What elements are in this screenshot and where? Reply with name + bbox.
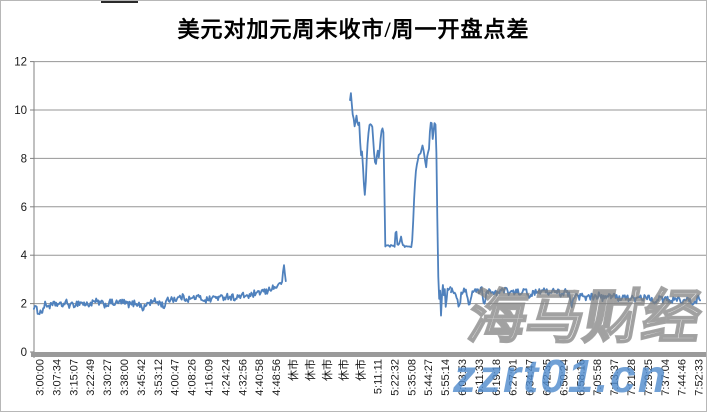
x-axis-bar [31,352,706,357]
x-axis-label: 4:32:56 [237,359,249,396]
x-axis-label: 5:22:32 [389,359,401,396]
x-axis-label: 6:27:01 [508,359,520,396]
x-axis-label: 5:11:11 [373,359,385,394]
x-axis-label: 3:30:27 [102,359,114,396]
y-axis-label: 8 [21,153,27,165]
top-border-segment [101,1,138,3]
x-axis-label: 7:13:37 [609,359,621,396]
x-axis-label: 6:11:33 [474,359,486,395]
x-axis-label: 4:24:24 [220,359,232,396]
y-axis-label: 4 [21,250,28,262]
x-axis-label: 休市 [320,359,334,381]
spread-line-series [349,92,452,317]
x-axis-label: 3:22:49 [85,359,97,396]
y-axis-label: 0 [21,347,27,359]
x-axis-label: 6:50:24 [558,359,570,396]
x-axis-label: 3:53:12 [153,359,165,396]
x-axis-label: 7:52:33 [694,359,706,396]
x-axis-label: 3:38:00 [119,359,131,396]
x-axis-label: 休市 [337,359,351,381]
x-axis-label: 4:40:58 [254,359,266,396]
x-axis-label: 7:44:46 [677,359,689,396]
y-axis-label: 12 [14,57,27,69]
x-axis-label: 7:05:58 [592,359,604,396]
x-axis-label: 7:37:04 [660,359,672,396]
x-axis-label: 4:08:26 [187,359,199,396]
x-axis-label: 6:42:35 [542,359,554,396]
y-axis-label: 6 [21,202,27,214]
x-axis-label: 6:34:47 [525,359,537,396]
x-axis-label: 3:45:42 [136,359,148,396]
x-axis-label: 休市 [286,359,300,381]
spread-line-series [33,264,287,316]
x-axis-label: 3:15:07 [68,359,80,396]
y-axis-label: 2 [21,299,27,311]
x-axis-label: 4:00:47 [170,359,182,396]
y-axis-label: 10 [14,105,27,117]
x-axis-label: 3:00:00 [35,359,47,396]
x-axis-label: 6:03:53 [457,359,469,396]
x-axis-label: 4:16:09 [204,359,216,396]
x-axis-label: 5:44:27 [423,359,435,396]
x-axis-label: 6:58:16 [575,359,587,396]
x-axis-label: 4:48:56 [271,359,283,396]
x-axis-label: 6:19:18 [491,359,503,396]
x-axis-label: 休市 [303,359,317,381]
x-axis-label: 7:21:28 [626,359,638,396]
x-axis-label: 7:29:25 [643,359,655,396]
x-axis-label: 5:35:08 [406,359,418,396]
x-axis-label: 5:55:14 [440,359,452,396]
x-axis-label: 休市 [354,359,368,381]
x-axis-label: 3:07:34 [51,359,63,396]
chart-title: 美元对加元周末收市/周一开盘点差 [177,17,530,42]
spread-line-series [450,286,701,309]
